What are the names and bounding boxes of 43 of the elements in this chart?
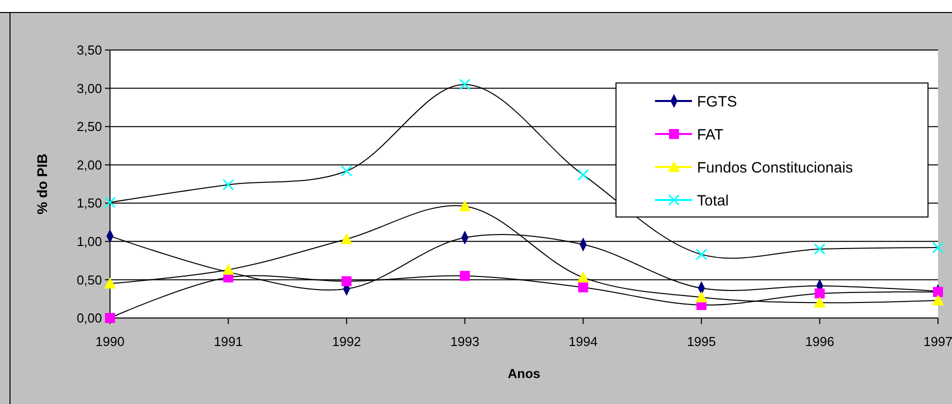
y-tick-label: 3,50 xyxy=(76,42,102,58)
x-tick-label: 1997 xyxy=(924,334,952,349)
x-axis-title: Anos xyxy=(508,366,540,381)
point xyxy=(459,78,471,90)
y-tick-label: 0,00 xyxy=(76,310,102,326)
point xyxy=(932,294,944,306)
point xyxy=(222,264,234,275)
point xyxy=(814,243,826,255)
y-tick-label: 2,00 xyxy=(76,157,102,172)
legend-label: Total xyxy=(697,192,729,210)
x-tick-label: 1994 xyxy=(568,334,598,349)
point xyxy=(933,286,943,297)
point xyxy=(932,242,944,254)
point xyxy=(460,270,470,281)
point xyxy=(577,271,590,282)
point xyxy=(340,233,353,244)
point xyxy=(104,196,116,208)
x-tick-label: 1996 xyxy=(805,334,834,349)
point xyxy=(342,276,352,286)
x-tick-label: 1991 xyxy=(214,334,243,349)
point xyxy=(695,291,708,302)
x-tick-label: 1992 xyxy=(332,334,362,349)
legend-label: FGTS xyxy=(697,93,737,110)
y-tick-label: 3,00 xyxy=(76,80,102,96)
point xyxy=(222,179,234,191)
point xyxy=(696,248,708,260)
point xyxy=(578,282,588,292)
point xyxy=(340,165,352,177)
y-tick-label: 1,50 xyxy=(76,196,102,211)
x-tick-label: 1995 xyxy=(686,334,716,349)
x-tick-label: 1990 xyxy=(96,334,124,349)
legend-label: FAT xyxy=(697,126,724,144)
y-tick-label: 0,50 xyxy=(76,272,102,288)
point xyxy=(577,169,589,181)
y-tick-label: 2,50 xyxy=(76,119,102,134)
point xyxy=(814,288,825,298)
legend-label: Fundos Constitucionais xyxy=(697,159,853,176)
point xyxy=(104,278,116,289)
y-axis-title: % do PIB xyxy=(34,154,50,214)
y-tick-label: 1,00 xyxy=(76,234,102,249)
point xyxy=(458,200,471,212)
x-tick-label: 1993 xyxy=(450,334,480,349)
point xyxy=(814,296,826,308)
